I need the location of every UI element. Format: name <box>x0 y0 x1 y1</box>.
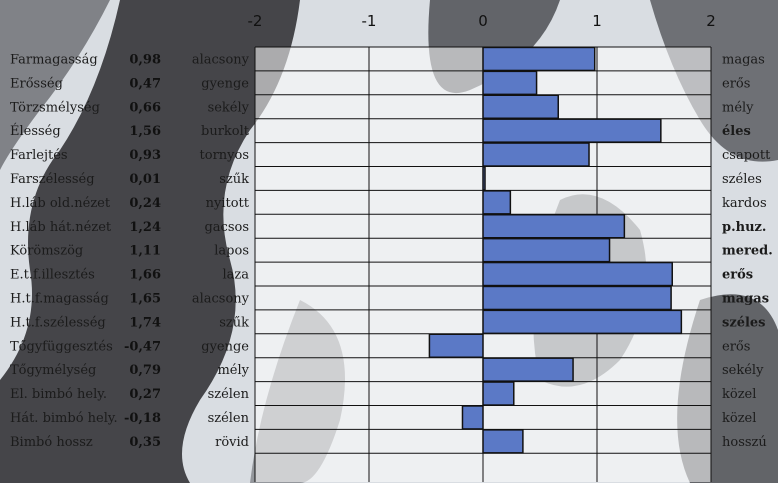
category-label: H.láb old.nézet <box>10 196 111 211</box>
value-label: 0,24 <box>129 196 161 211</box>
category-label: Hát. bimbó hely. <box>10 411 118 426</box>
right-pole-label: mély <box>722 100 754 115</box>
bar <box>482 190 512 215</box>
value-label: 1,56 <box>129 124 161 139</box>
x-tick-label: -1 <box>362 12 377 30</box>
right-pole-label: kardos <box>722 196 767 211</box>
right-pole-label: sekély <box>722 363 764 378</box>
bar <box>482 309 683 335</box>
left-pole-label: laza <box>222 268 249 283</box>
x-tick-label: 0 <box>478 12 488 30</box>
left-pole-label: szűk <box>219 172 249 187</box>
category-label: Bimbó hossz <box>10 435 93 450</box>
bar <box>482 142 590 167</box>
category-label: H.t.f.magasság <box>10 291 109 306</box>
category-label: Törzsmélység <box>10 100 100 115</box>
right-pole-label: közel <box>722 387 756 402</box>
value-label: 0,35 <box>129 435 161 450</box>
right-pole-label: széles <box>722 315 766 330</box>
bar <box>482 261 673 287</box>
value-label: 1,24 <box>129 220 161 235</box>
left-pole-label: nyitott <box>206 196 250 211</box>
value-label: 0,01 <box>129 172 161 187</box>
right-pole-label: közel <box>722 411 756 426</box>
right-pole-label: erős <box>722 268 753 283</box>
value-label: -0,18 <box>124 411 161 426</box>
value-label: 0,47 <box>129 76 161 91</box>
x-tick-label: 1 <box>592 12 602 30</box>
bar <box>482 285 672 311</box>
right-pole-label: mered. <box>722 244 773 259</box>
value-label: 0,66 <box>129 100 161 115</box>
category-label: Erősség <box>10 76 63 91</box>
category-label: Tőgymélység <box>10 363 96 378</box>
value-label: 1,66 <box>129 268 161 283</box>
value-label: 0,79 <box>129 363 161 378</box>
x-tick-label: -2 <box>248 12 263 30</box>
right-pole-label: p.huz. <box>722 220 766 235</box>
category-label: H.t.f.szélesség <box>10 315 106 330</box>
right-pole-label: erős <box>722 339 750 354</box>
bar <box>482 429 524 454</box>
right-pole-label: magas <box>722 291 769 306</box>
value-label: -0,47 <box>124 339 161 354</box>
bar <box>428 333 484 358</box>
bar <box>482 46 596 72</box>
value-label: 0,98 <box>129 52 161 67</box>
right-pole-label: magas <box>722 52 765 67</box>
left-pole-label: gyenge <box>201 339 249 354</box>
value-label: 1,74 <box>129 315 161 330</box>
right-pole-label: hosszú <box>722 435 767 450</box>
left-pole-label: szélen <box>208 411 250 426</box>
left-pole-label: sekély <box>208 100 250 115</box>
bar <box>461 405 484 430</box>
category-label: Élesség <box>10 123 61 139</box>
bar <box>482 214 626 239</box>
right-pole-label: éles <box>722 124 751 139</box>
bar <box>482 237 611 263</box>
left-pole-label: lapos <box>214 244 249 259</box>
left-pole-label: alacsony <box>192 52 250 67</box>
right-pole-label: széles <box>722 172 762 187</box>
left-pole-label: szűk <box>219 315 249 330</box>
value-label: 1,65 <box>129 291 161 306</box>
x-tick-label: 2 <box>706 12 716 30</box>
category-label: E.t.f.illesztés <box>10 268 95 283</box>
value-label: 0,27 <box>129 387 161 402</box>
left-pole-label: szélen <box>208 387 250 402</box>
bar <box>482 70 538 96</box>
right-pole-label: erős <box>722 76 750 91</box>
row-labels: Farmagasság 0,98 alacsony magas Erősség 0,47 g… <box>10 52 773 449</box>
bars <box>428 46 683 454</box>
category-label: Farmagasság <box>10 52 98 67</box>
left-pole-label: burkolt <box>201 124 250 139</box>
category-label: Körömszög <box>10 244 83 259</box>
category-label: El. bimbó hely. <box>10 387 107 402</box>
left-pole-label: mély <box>217 363 249 378</box>
bar <box>482 357 574 382</box>
bar <box>482 166 486 191</box>
left-pole-label: alacsony <box>192 291 250 306</box>
left-pole-label: gacsos <box>204 220 249 235</box>
bar <box>482 381 515 406</box>
bar <box>482 94 559 119</box>
category-label: Farlejtés <box>10 148 68 163</box>
category-label: Farszélesség <box>10 172 95 187</box>
left-pole-label: gyenge <box>201 76 249 91</box>
category-label: Tőgyfüggesztés <box>10 339 113 354</box>
bar <box>482 118 662 143</box>
left-pole-label: tornyos <box>200 148 249 163</box>
value-label: 0,93 <box>129 148 161 163</box>
right-pole-label: csapott <box>722 148 771 163</box>
x-tick-labels: -2 -1 0 1 2 <box>248 12 716 30</box>
category-label: H.láb hát.nézet <box>10 220 112 235</box>
left-pole-label: rövid <box>215 435 249 450</box>
value-label: 1,11 <box>129 244 161 259</box>
